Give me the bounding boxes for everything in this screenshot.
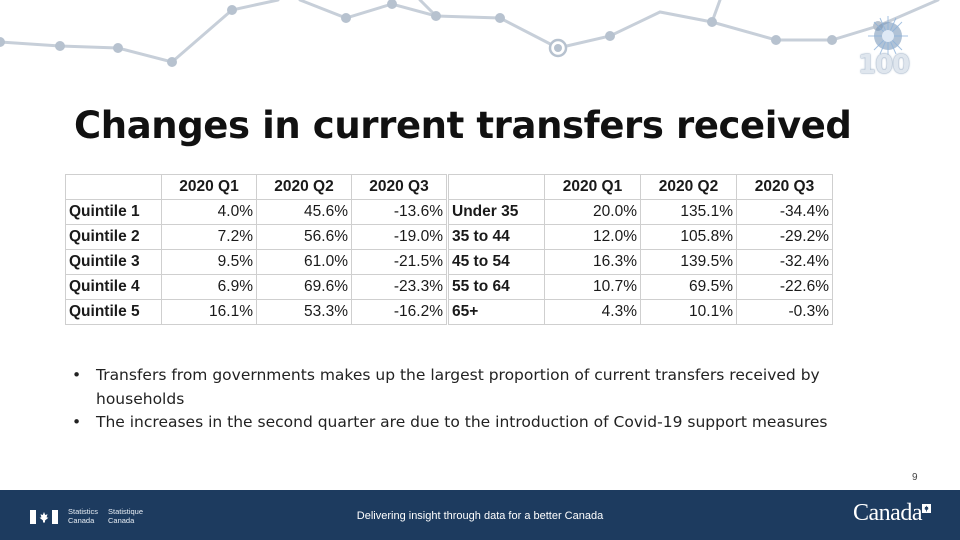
column-header: 2020 Q2 [640,174,737,200]
table-cell: -13.6% [351,199,447,225]
table-cell: -22.6% [736,274,833,300]
row-label: 35 to 44 [448,224,545,250]
table-cell: 10.1% [640,299,737,325]
anniversary-100-label: 100 [858,50,910,80]
table-cell: 4.3% [544,299,641,325]
row-label: Quintile 5 [65,299,162,325]
table-cell: 10.7% [544,274,641,300]
table-cell: 9.5% [161,249,257,275]
table-row: Quintile 3 9.5% 61.0% -21.5% [65,249,447,275]
table-row: 45 to 54 16.3% 139.5% -32.4% [448,249,833,275]
row-label: Quintile 3 [65,249,162,275]
table-cell: -21.5% [351,249,447,275]
table-cell: 12.0% [544,224,641,250]
table-cell: -0.3% [736,299,833,325]
table-cell: 105.8% [640,224,737,250]
row-label: 65+ [448,299,545,325]
footer-tagline: Delivering insight through data for a be… [356,510,604,522]
column-header: 2020 Q3 [736,174,833,200]
table-cell: 7.2% [161,224,257,250]
column-header: 2020 Q3 [351,174,447,200]
table-cell: 45.6% [256,199,352,225]
wordmark-flag-icon [922,504,931,513]
canada-wordmark: Canada [853,500,922,526]
table-row: Quintile 4 6.9% 69.6% -23.3% [65,274,447,300]
network-decoration [0,0,940,67]
table-cell: -19.0% [351,224,447,250]
table-cell: 61.0% [256,249,352,275]
table-row: Quintile 2 7.2% 56.6% -19.0% [65,224,447,250]
slide-title: Changes in current transfers received [74,104,852,147]
table-row: Quintile 1 4.0% 45.6% -13.6% [65,199,447,225]
anniversary-100-logo [868,16,908,56]
column-header: 2020 Q1 [161,174,257,200]
table-cell: -16.2% [351,299,447,325]
table-cell: 139.5% [640,249,737,275]
table-row: 55 to 64 10.7% 69.5% -22.6% [448,274,833,300]
agency-fr-line2: Canada [108,515,135,525]
table-cell: 56.6% [256,224,352,250]
page-number: 9 [912,472,918,483]
agency-fr-line1: Statistique [108,507,144,516]
table-cell: 135.1% [640,199,737,225]
table-cell: 16.3% [544,249,641,275]
table-cell: -23.3% [351,274,447,300]
table-cell: 4.0% [161,199,257,225]
row-label: Quintile 2 [65,224,162,250]
table-cell: -34.4% [736,199,833,225]
agency-en-line1: Statistics [68,507,99,516]
table-row: 65+ 4.3% 10.1% -0.3% [448,299,833,325]
table-row: Quintile 5 16.1% 53.3% -16.2% [65,299,447,325]
table-cell: 69.5% [640,274,737,300]
column-header: 2020 Q2 [256,174,352,200]
agency-name-en: Statistics Canada [68,507,99,525]
row-label: Quintile 4 [65,274,162,300]
table-row: Under 35 20.0% 135.1% -34.4% [448,199,833,225]
agency-name-fr: Statistique Canada [108,507,144,525]
agency-en-line2: Canada [68,515,95,525]
row-label: Quintile 1 [65,199,162,225]
row-label: 45 to 54 [448,249,545,275]
table-cell: 6.9% [161,274,257,300]
column-header [448,174,545,200]
bullet-item: The increases in the second quarter are … [70,411,900,435]
table-cell: 20.0% [544,199,641,225]
quintile-table: 2020 Q1 2020 Q2 2020 Q3 Quintile 1 4.0% … [65,174,447,325]
canada-flag-icon [30,510,58,524]
table-cell: 53.3% [256,299,352,325]
table-cell: -29.2% [736,224,833,250]
table-cell: -32.4% [736,249,833,275]
row-label: 55 to 64 [448,274,545,300]
bullet-list: Transfers from governments makes up the … [70,364,900,435]
age-group-table: 2020 Q1 2020 Q2 2020 Q3 Under 35 20.0% 1… [448,174,833,325]
table-row: 35 to 44 12.0% 105.8% -29.2% [448,224,833,250]
table-cell: 69.6% [256,274,352,300]
footer-bar [0,490,960,540]
table-cell: 16.1% [161,299,257,325]
column-header [65,174,162,200]
column-header: 2020 Q1 [544,174,641,200]
bullet-item: Transfers from governments makes up the … [70,364,900,411]
row-label: Under 35 [448,199,545,225]
